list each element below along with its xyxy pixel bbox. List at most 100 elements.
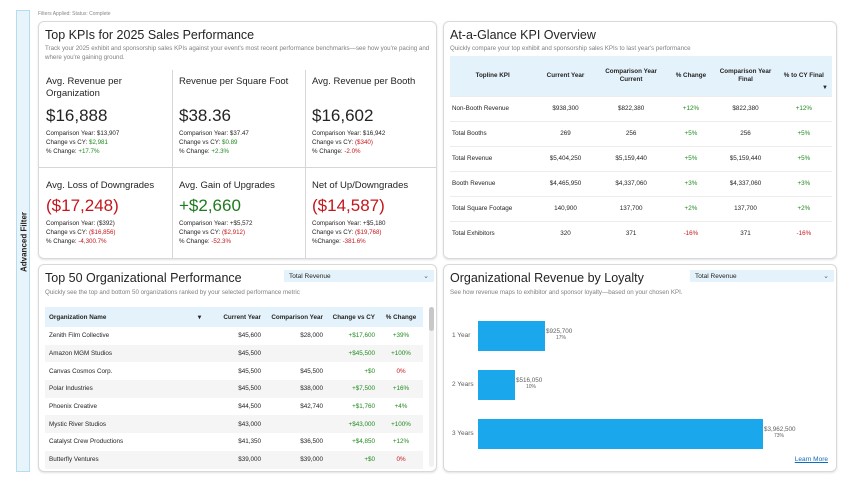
current-year-cell: $45,500 (205, 380, 265, 398)
top50-scrollbar[interactable] (429, 307, 434, 467)
comparison-current-cell: $822,380 (595, 95, 667, 121)
glance-panel-subtitle: Quickly compare your top exhibit and spo… (450, 45, 691, 52)
pct-change-cell: 0% (379, 450, 423, 469)
kpi-pct-prefix: % Change: (179, 148, 212, 155)
comparison-year-cell: $45,500 (300, 367, 323, 375)
kpi-pct-value: -4,300.7% (78, 238, 107, 245)
top50-col-header[interactable]: Current Year (205, 307, 265, 327)
table-row[interactable]: Amazon MGM Studios $45,500 +$45,500 +100… (45, 344, 423, 363)
chart-bar[interactable] (478, 370, 515, 400)
glance-col-header[interactable]: Current Year (535, 56, 596, 96)
kpi-comparison: Comparison Year: ($392) (46, 219, 168, 228)
table-row[interactable]: Catalyst Crew Productions $41,350 $36,50… (45, 433, 423, 451)
kpi-comparison: Comparison Year: $13,907 (46, 130, 120, 137)
glance-col-header[interactable]: Topline KPI (450, 56, 536, 96)
glance-col-header[interactable]: Comparison Year Current (595, 56, 667, 96)
kpi-change-value: ($340) (355, 139, 373, 146)
pct-change-cell: +12% (666, 95, 716, 121)
change-vs-cy-cell: +$45,500 (327, 344, 379, 363)
kpi-comparison: Comparison Year: +$5,572 (179, 220, 253, 227)
current-year-cell: $45,600 (238, 332, 261, 340)
kpi-value: +$2,660 (179, 196, 241, 215)
chart-bar[interactable] (478, 419, 763, 449)
scrollbar-thumb[interactable] (429, 307, 434, 331)
comparison-final-cell: $4,337,060 (715, 170, 776, 196)
kpi-panel-subtitle: Track your 2025 exhibit and sponsorship … (45, 45, 430, 61)
comparison-year-cell: $39,000 (265, 450, 327, 469)
pct-to-final-cell: +5% (775, 145, 832, 171)
dropdown-value: Total Revenue (289, 273, 331, 280)
kpi-divider-v2 (305, 70, 306, 258)
kpi-pct-prefix: % Change: (46, 238, 79, 245)
kpi-label: Avg. Revenue per Booth (312, 76, 416, 87)
comparison-current-cell: $4,337,060 (595, 170, 667, 196)
pct-change-cell: +5% (666, 120, 716, 146)
kpi-divider-v1 (172, 70, 173, 258)
kpi-name-cell: Booth Revenue (450, 170, 536, 196)
top50-panel-subtitle: Quickly see the top and bottom 50 organi… (45, 289, 300, 296)
advanced-filter-pane[interactable]: Advanced Filter (16, 10, 30, 472)
kpi-pct-line: % Change: -2.0% (312, 147, 434, 156)
chart-bar[interactable] (478, 321, 545, 351)
org-name-header-label: Organization Name (49, 313, 107, 321)
top50-col-header[interactable]: % Change (379, 307, 423, 327)
kpi-value: $38.36 (179, 106, 231, 125)
org-name-cell: Amazon MGM Studios (45, 344, 205, 363)
kpi-change-prefix: Change vs CY: (312, 139, 355, 146)
org-name-cell: Polar Industries (45, 380, 205, 398)
table-row[interactable]: Mystic River Studios $43,000 +$43,000 +1… (45, 415, 423, 434)
kpi-pct-prefix: % Change: (312, 148, 345, 155)
comparison-final-cell: 371 (715, 220, 776, 246)
advanced-filter-label: Advanced Filter (19, 211, 29, 273)
kpi-pct-value: +2.3% (211, 148, 230, 155)
change-vs-cy-cell: +$43,000 (327, 415, 379, 434)
kpi-comparison: Comparison Year: $37.47 (179, 130, 249, 137)
org-name-cell: Canvas Cosmos Corp. (49, 367, 113, 375)
kpi-comparison: Comparison Year: $16,942 (312, 130, 386, 137)
org-name-header[interactable]: Organization Name ▾ (45, 307, 205, 327)
top50-panel-title: Top 50 Organizational Performance (45, 271, 242, 285)
kpi-pct-line: % Change: -52.3% (179, 237, 301, 246)
change-vs-cy-cell: +$7,500 (327, 380, 379, 398)
pct-to-final-cell: +2% (775, 195, 832, 221)
table-row[interactable]: Phoenix Creative $44,500 $42,740 +$1,760… (45, 398, 423, 416)
kpi-label: Avg. Loss of Downgrades (46, 180, 155, 191)
org-name-cell: Catalyst Crew Productions (49, 438, 124, 446)
comparison-final-cell: 137,700 (715, 195, 776, 221)
top50-col-header[interactable]: Change vs CY (327, 307, 379, 327)
kpi-change-value: ($19,768) (355, 229, 382, 236)
table-row: Booth Revenue $4,465,950 $4,337,060 +3% … (450, 170, 832, 196)
kpi-pct-value: +17.7% (78, 148, 100, 155)
pct-change-cell: +2% (666, 195, 716, 221)
kpi-change-line: Change vs CY: $2,981 (46, 138, 168, 147)
kpi-change-prefix: Change vs CY: (46, 229, 89, 236)
loyalty-metric-dropdown[interactable]: Total Revenue ⌄ (690, 270, 834, 282)
table-row[interactable]: Zenith Film Collective $45,600 $28,000 +… (45, 327, 423, 345)
pct-to-final-cell: +3% (775, 170, 832, 196)
kpi-divider-h (39, 167, 436, 168)
org-name-cell: Phoenix Creative (49, 403, 97, 411)
table-row[interactable]: Butterfly Ventures $39,000 $39,000 +$0 0… (45, 450, 423, 469)
pct-to-final-cell: -16% (775, 220, 832, 246)
learn-more-link[interactable]: Learn More (794, 456, 828, 463)
kpi-pct-value: -2.0% (344, 148, 361, 155)
pct-change-cell: +12% (392, 438, 410, 446)
kpi-value: $16,888 (46, 106, 108, 125)
bar-category-label: 2 Years (452, 381, 474, 388)
glance-header-row: Topline KPI Current Year Comparison Year… (450, 56, 832, 96)
top50-metric-dropdown[interactable]: Total Revenue ⌄ (284, 270, 434, 282)
glance-col-header-sorted[interactable]: % to CY Final ▼ (775, 56, 832, 96)
pct-change-cell: +4% (394, 403, 408, 411)
kpi-pct-value: -381.6% (342, 238, 366, 245)
kpi-label: Avg. Gain of Upgrades (179, 180, 275, 191)
top50-col-header[interactable]: Comparison Year (265, 307, 327, 327)
kpi-change-value: ($2,912) (222, 229, 246, 236)
chevron-down-icon: ⌄ (823, 273, 829, 280)
kpi-card-avg-revenue-per-org: Avg. Revenue per Organization $16,888 Co… (46, 76, 168, 156)
glance-col-header[interactable]: % Change (666, 56, 716, 96)
glance-col-header[interactable]: Comparison Year Final (715, 56, 776, 96)
table-row[interactable]: Polar Industries $45,500 $38,000 +$7,500… (45, 380, 423, 398)
kpi-change-line: Change vs CY: ($19,768) (312, 228, 434, 237)
table-row[interactable]: Canvas Cosmos Corp. $45,500 $45,500 +$0 … (45, 362, 423, 380)
change-vs-cy-cell: +$4,850 (352, 438, 375, 446)
